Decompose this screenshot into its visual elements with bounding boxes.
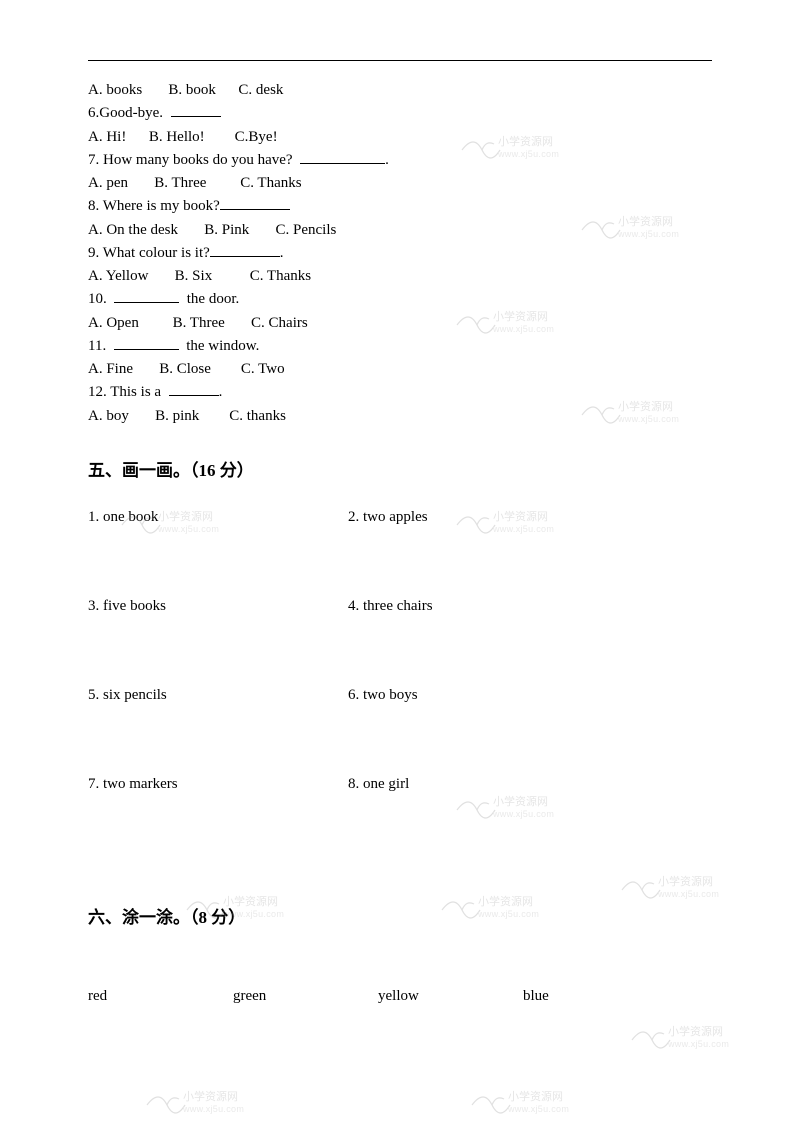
watermark-icon xyxy=(630,1020,750,1056)
draw-item: 5. six pencils xyxy=(88,687,348,704)
color-row: red green yellow blue xyxy=(88,988,712,1005)
q12-choices: A. boy B. pink C. thanks xyxy=(88,405,712,428)
top-rule xyxy=(88,60,712,61)
watermark-icon xyxy=(455,790,575,826)
color-item: yellow xyxy=(378,988,523,1005)
draw-row: 1. one book 2. two apples xyxy=(88,509,712,526)
q6: 6.Good-bye. xyxy=(88,102,712,125)
q11-a: 11. xyxy=(88,338,114,354)
q10-a: 10. xyxy=(88,291,114,307)
q10: 10. the door. xyxy=(88,288,712,311)
q10-b: the door. xyxy=(179,291,239,307)
q12-a: 12. This is a xyxy=(88,384,169,400)
q9-suffix: . xyxy=(280,245,284,261)
draw-item: 3. five books xyxy=(88,598,348,615)
q11-b: the window. xyxy=(179,338,260,354)
q9-text: 9. What colour is it? xyxy=(88,245,210,261)
q8-text: 8. Where is my book? xyxy=(88,198,220,214)
color-item: green xyxy=(233,988,378,1005)
q8-choices: A. On the desk B. Pink C. Pencils xyxy=(88,219,712,242)
watermark-icon xyxy=(620,870,740,906)
color-item: red xyxy=(88,988,233,1005)
q7-text: 7. How many books do you have? xyxy=(88,152,300,168)
q5-choices: A. books B. book C. desk xyxy=(88,79,712,102)
q9-choices: A. Yellow B. Six C. Thanks xyxy=(88,265,712,288)
draw-item: 2. two apples xyxy=(348,509,712,526)
draw-row: 3. five books 4. three chairs xyxy=(88,598,712,615)
watermark-icon xyxy=(145,1085,265,1121)
q12: 12. This is a . xyxy=(88,381,712,404)
q6-choices: A. Hi! B. Hello! C.Bye! xyxy=(88,126,712,149)
q11: 11. the window. xyxy=(88,335,712,358)
q7-choices: A. pen B. Three C. Thanks xyxy=(88,172,712,195)
q10-choices: A. Open B. Three C. Chairs xyxy=(88,312,712,335)
draw-item: 8. one girl xyxy=(348,776,712,793)
watermark-icon xyxy=(470,1085,590,1121)
q7-suffix: . xyxy=(385,152,389,168)
q6-text: 6.Good-bye. xyxy=(88,105,171,121)
q11-blank xyxy=(114,335,179,350)
draw-item: 6. two boys xyxy=(348,687,712,704)
q7-blank xyxy=(300,149,385,164)
draw-item: 7. two markers xyxy=(88,776,348,793)
draw-row: 5. six pencils 6. two boys xyxy=(88,687,712,704)
q8-blank xyxy=(220,195,290,210)
q12-b: . xyxy=(219,384,223,400)
draw-item: 1. one book xyxy=(88,509,348,526)
color-item: blue xyxy=(523,988,668,1005)
q12-blank xyxy=(169,381,219,396)
q6-blank xyxy=(171,102,221,117)
q8: 8. Where is my book? xyxy=(88,195,712,218)
section6-header: 六、涂一涂。（8 分） xyxy=(88,903,712,928)
q7: 7. How many books do you have? . xyxy=(88,149,712,172)
draw-item: 4. three chairs xyxy=(348,598,712,615)
q9-blank xyxy=(210,242,280,257)
q11-choices: A. Fine B. Close C. Two xyxy=(88,358,712,381)
draw-row: 7. two markers 8. one girl xyxy=(88,776,712,793)
q9: 9. What colour is it?. xyxy=(88,242,712,265)
section5-header: 五、画一画。（16 分） xyxy=(88,456,712,481)
q10-blank xyxy=(114,288,179,303)
